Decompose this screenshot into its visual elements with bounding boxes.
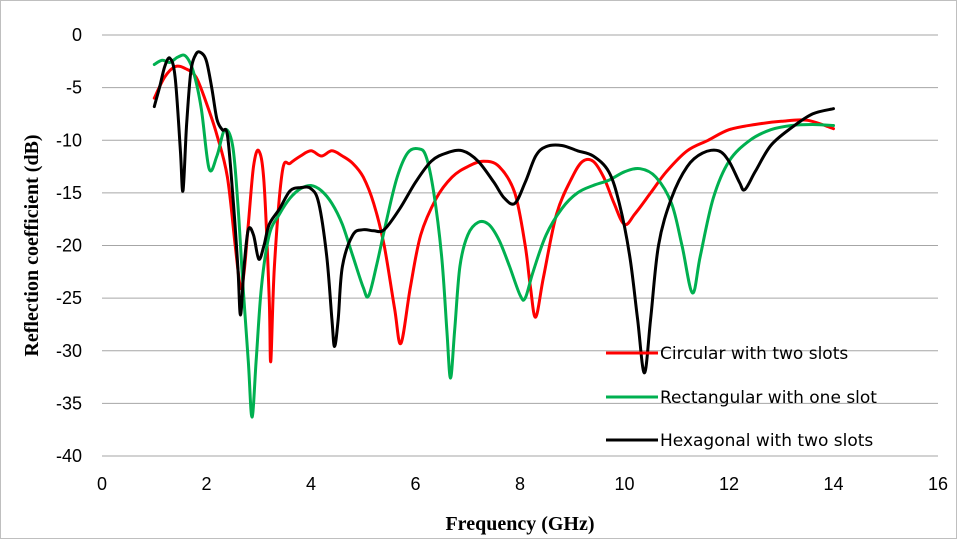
x-tick-label: 4	[306, 474, 316, 494]
legend-item-rectangular-with-one-slot: Rectangular with one slot	[606, 388, 877, 408]
legend-label: Circular with two slots	[660, 344, 848, 364]
y-tick-label: -40	[56, 446, 82, 466]
x-tick-label: 14	[823, 474, 843, 494]
y-tick-label: -35	[56, 393, 82, 413]
x-tick-label: 0	[97, 474, 107, 494]
legend-item-circular-with-two-slots: Circular with two slots	[606, 344, 848, 364]
series-line-rectangular-with-one-slot	[152, 53, 835, 419]
x-tick-label: 16	[928, 474, 948, 494]
series-line-hexagonal-with-two-slots	[152, 50, 835, 375]
y-tick-label: -10	[56, 130, 82, 150]
x-tick-label: 6	[410, 474, 420, 494]
x-tick-label: 10	[614, 474, 634, 494]
legend-label: Hexagonal with two slots	[660, 431, 873, 451]
y-tick-label: 0	[72, 25, 82, 45]
series-lines	[152, 50, 835, 419]
y-tick-label: -15	[56, 183, 82, 203]
x-tick-label: 8	[515, 474, 525, 494]
x-tick-label: 2	[201, 474, 211, 494]
legend-label: Rectangular with one slot	[660, 388, 877, 408]
legend: Circular with two slots Rectangular with …	[606, 344, 877, 451]
x-tick-label: 12	[719, 474, 739, 494]
y-tick-label: -30	[56, 341, 82, 361]
y-axis-title: Reflection coefficient (dB)	[21, 134, 43, 356]
y-tick-labels: 0 -5 -10 -15 -20 -25 -30 -35 -40	[56, 25, 82, 466]
x-tick-labels: 0 2 4 6 8 10 12 14 16	[97, 474, 948, 494]
x-axis-title: Frequency (GHz)	[445, 513, 594, 535]
y-tick-label: -25	[56, 288, 82, 308]
legend-item-hexagonal-with-two-slots: Hexagonal with two slots	[606, 431, 873, 451]
series-line-circular-with-two-slots	[152, 64, 835, 363]
y-tick-label: -20	[56, 236, 82, 256]
y-tick-label: -5	[66, 78, 82, 98]
